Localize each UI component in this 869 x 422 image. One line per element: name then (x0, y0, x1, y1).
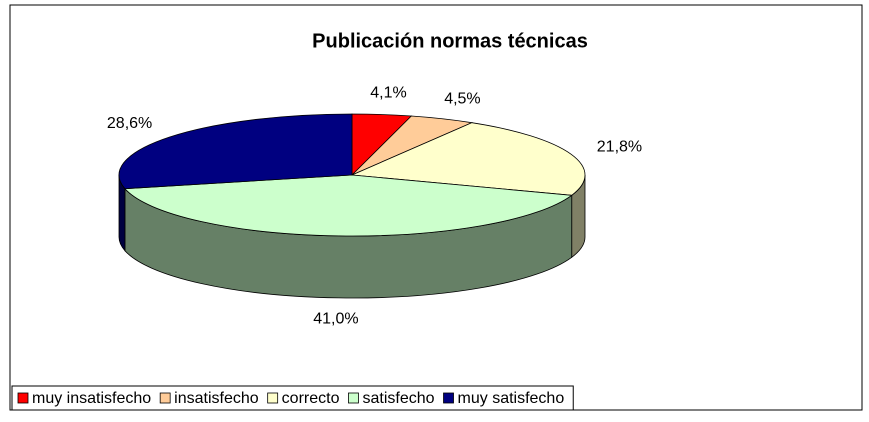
slice (118, 113, 353, 190)
legend-label: correcto (282, 390, 340, 407)
legend-swatch (267, 392, 279, 404)
legend-label: muy satisfecho (458, 390, 565, 407)
data-label: 41,0% (313, 310, 358, 327)
chart-title: Publicación normas técnicas (312, 30, 588, 52)
data-label: 4,5% (444, 90, 480, 107)
data-label: 4,1% (370, 85, 406, 102)
data-label: 21,8% (597, 138, 642, 155)
legend (11, 385, 574, 411)
legend-label: insatisfecho (174, 390, 259, 407)
legend-swatch (443, 392, 454, 404)
legend-swatch (17, 392, 29, 404)
slice (124, 174, 573, 237)
legend-swatch (348, 392, 359, 404)
legend-label: satisfecho (362, 390, 434, 407)
data-label: 28,6% (107, 115, 152, 132)
legend-label: muy insatisfecho (32, 390, 151, 407)
legend-swatch (159, 392, 171, 404)
slice (351, 122, 586, 196)
